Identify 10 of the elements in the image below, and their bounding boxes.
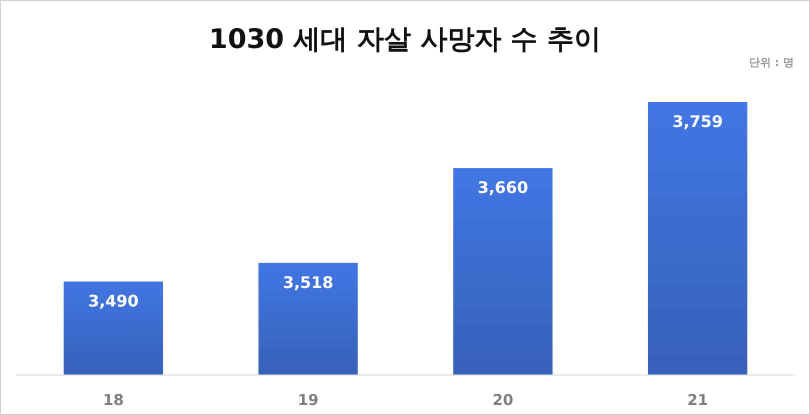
data-label: 3,490 — [88, 292, 139, 311]
chart-title: 1030 세대 자살 사망자 수 추이 — [208, 24, 602, 55]
text: 단위 : 명 — [748, 56, 794, 69]
x-tick-label: 18 — [102, 391, 124, 409]
data-label: 3,660 — [478, 178, 528, 198]
x-tick-label: 20 — [492, 391, 514, 409]
x-tick-label: 21 — [687, 391, 708, 409]
data-label: 3,759 — [672, 112, 723, 131]
data-label: 3,518 — [282, 272, 334, 292]
x-tick-label: 19 — [298, 391, 319, 409]
